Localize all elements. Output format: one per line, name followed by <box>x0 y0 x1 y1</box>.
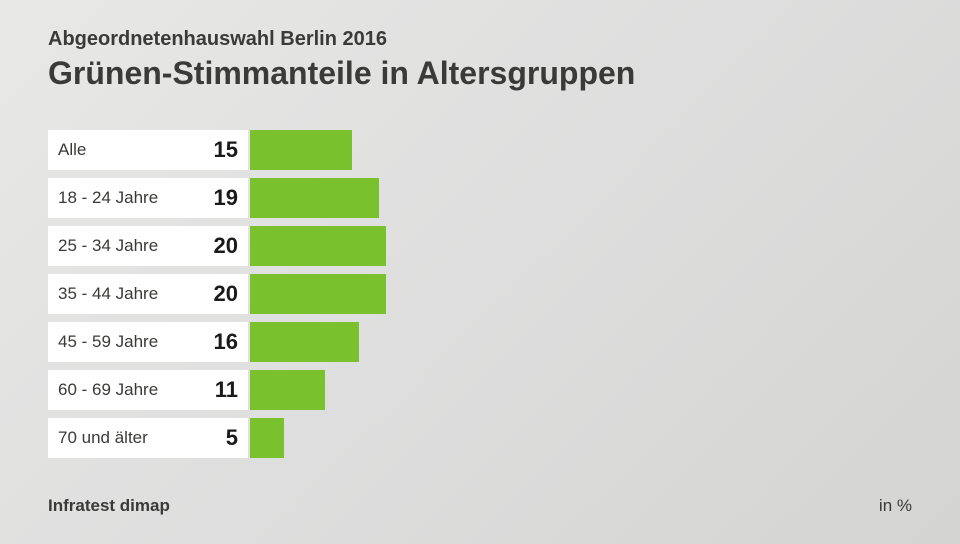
chart-title: Grünen-Stimmanteile in Altersgruppen <box>48 55 912 92</box>
row-label-box: Alle 15 <box>48 130 248 170</box>
bar-area <box>250 370 325 410</box>
table-row: 25 - 34 Jahre 20 <box>48 224 912 268</box>
table-row: 18 - 24 Jahre 19 <box>48 176 912 220</box>
row-label: 45 - 59 Jahre <box>58 332 202 352</box>
table-row: Alle 15 <box>48 128 912 172</box>
bar-chart: Alle 15 18 - 24 Jahre 19 25 - 34 Jahre 2… <box>48 128 912 460</box>
row-label: 25 - 34 Jahre <box>58 236 202 256</box>
bar-area <box>250 274 386 314</box>
bar <box>250 274 386 314</box>
row-label: 60 - 69 Jahre <box>58 380 202 400</box>
bar <box>250 418 284 458</box>
bar-area <box>250 130 352 170</box>
unit-label: in % <box>879 496 912 516</box>
row-value: 15 <box>202 137 238 163</box>
row-value: 16 <box>202 329 238 355</box>
row-label-box: 35 - 44 Jahre 20 <box>48 274 248 314</box>
bar-area <box>250 322 359 362</box>
source-label: Infratest dimap <box>48 496 170 516</box>
bar <box>250 322 359 362</box>
bar <box>250 226 386 266</box>
table-row: 45 - 59 Jahre 16 <box>48 320 912 364</box>
footer: Infratest dimap in % <box>48 496 912 516</box>
row-label-box: 70 und älter 5 <box>48 418 248 458</box>
bar <box>250 370 325 410</box>
row-label-box: 60 - 69 Jahre 11 <box>48 370 248 410</box>
chart-subtitle: Abgeordnetenhauswahl Berlin 2016 <box>48 28 912 51</box>
table-row: 35 - 44 Jahre 20 <box>48 272 912 316</box>
row-value: 20 <box>202 281 238 307</box>
bar-area <box>250 418 284 458</box>
table-row: 60 - 69 Jahre 11 <box>48 368 912 412</box>
row-value: 5 <box>202 425 238 451</box>
bar <box>250 130 352 170</box>
row-value: 19 <box>202 185 238 211</box>
table-row: 70 und älter 5 <box>48 416 912 460</box>
bar-area <box>250 178 379 218</box>
chart-container: Abgeordnetenhauswahl Berlin 2016 Grünen-… <box>0 0 960 492</box>
row-label-box: 18 - 24 Jahre 19 <box>48 178 248 218</box>
row-label-box: 45 - 59 Jahre 16 <box>48 322 248 362</box>
bar-area <box>250 226 386 266</box>
row-label: 35 - 44 Jahre <box>58 284 202 304</box>
bar <box>250 178 379 218</box>
row-value: 20 <box>202 233 238 259</box>
row-label-box: 25 - 34 Jahre 20 <box>48 226 248 266</box>
row-label: 70 und älter <box>58 428 202 448</box>
row-label: Alle <box>58 140 202 160</box>
row-value: 11 <box>202 377 238 403</box>
row-label: 18 - 24 Jahre <box>58 188 202 208</box>
